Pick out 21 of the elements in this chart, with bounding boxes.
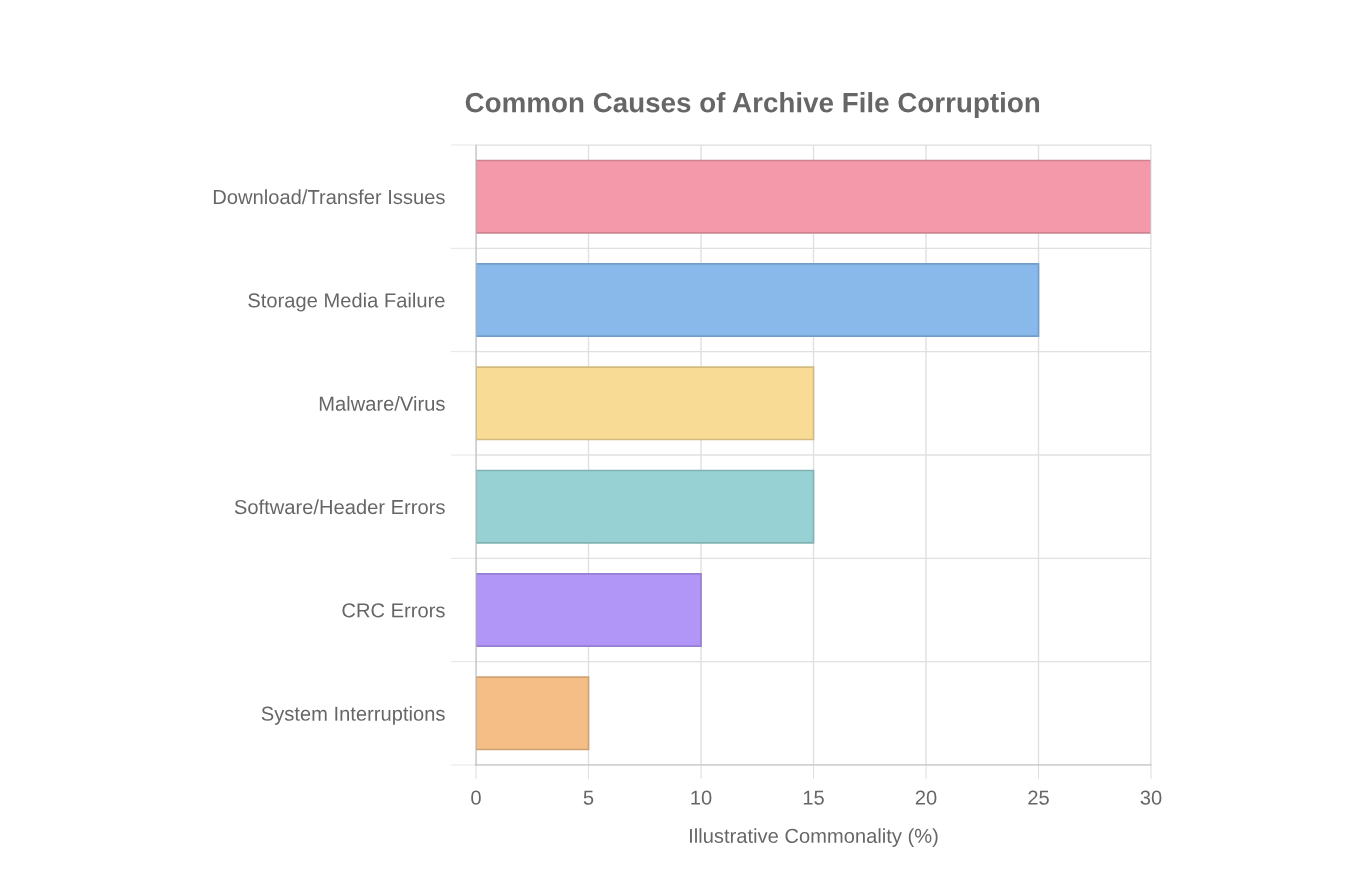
x-tick-label: 20 [915, 790, 937, 805]
bar [476, 469, 815, 544]
y-tick-label: Download/Transfer Issues [213, 189, 445, 205]
y-tick-label: System Interruptions [261, 706, 445, 725]
x-tick-label: 25 [1028, 790, 1049, 805]
bar [476, 262, 1040, 338]
x-tick-label: 15 [803, 790, 824, 805]
y-tick-label: Malware/Virus [319, 396, 445, 411]
y-tick-label: CRC Errors [342, 603, 445, 618]
bar [476, 676, 590, 751]
x-tick-label: 10 [691, 790, 712, 805]
x-tick-label: 0 [471, 790, 481, 805]
x-axis-title: Illustrative Commonality (%) [690, 828, 938, 847]
bar [476, 366, 815, 441]
x-tick-label: 5 [583, 790, 594, 805]
x-tick-label: 30 [1140, 790, 1162, 805]
bar [476, 159, 1151, 234]
chart-title: Common Causes of Archive File Corruption [465, 92, 1040, 118]
bar [476, 572, 702, 648]
y-tick-label: Software/Header Errors [234, 499, 445, 515]
y-tick-label: Storage Media Failure [248, 292, 445, 312]
